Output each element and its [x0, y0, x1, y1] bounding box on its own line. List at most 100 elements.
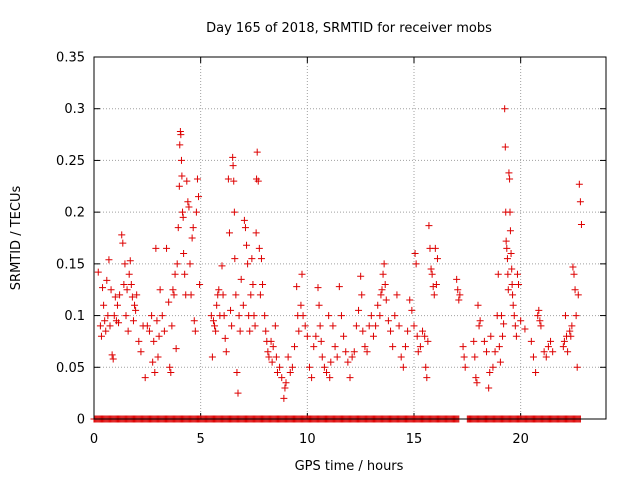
data-point — [151, 368, 159, 376]
data-point — [124, 327, 132, 335]
data-point — [571, 286, 579, 294]
data-point — [510, 312, 518, 320]
data-point — [212, 327, 220, 335]
data-point — [256, 291, 264, 299]
grid — [94, 57, 606, 419]
data-point — [502, 237, 510, 245]
data-point — [505, 169, 513, 177]
data-point — [497, 312, 505, 320]
data-point — [411, 250, 419, 258]
data-point — [350, 348, 358, 356]
data-point — [410, 322, 418, 330]
data-point — [506, 208, 514, 216]
data-point — [96, 322, 104, 330]
data-point — [374, 301, 382, 309]
data-point — [561, 312, 569, 320]
data-point — [422, 363, 430, 371]
data-point — [297, 301, 305, 309]
data-point — [534, 312, 542, 320]
data-point — [431, 244, 439, 252]
data-point — [544, 343, 552, 351]
y-tick-label: 0.15 — [56, 257, 85, 272]
data-point — [535, 306, 543, 314]
data-point — [207, 312, 215, 320]
data-point — [391, 312, 399, 320]
data-point — [264, 348, 272, 356]
data-point — [251, 322, 259, 330]
data-point — [177, 131, 185, 139]
data-point — [215, 286, 223, 294]
data-point — [404, 327, 412, 335]
data-point — [507, 250, 515, 258]
data-point — [230, 177, 238, 185]
data-point — [102, 327, 110, 335]
data-point — [195, 193, 203, 201]
data-point — [150, 337, 158, 345]
data-point — [298, 270, 306, 278]
data-point — [361, 343, 369, 351]
data-point — [100, 301, 108, 309]
data-point — [501, 143, 509, 151]
data-point — [480, 337, 488, 345]
data-point — [178, 172, 186, 180]
data-point — [110, 312, 118, 320]
chart-title: Day 165 of 2018, SRMTID for receiver mob… — [206, 21, 492, 36]
data-point — [107, 286, 115, 294]
data-point — [559, 343, 567, 351]
data-point — [269, 343, 277, 351]
data-point — [225, 229, 233, 237]
data-point — [177, 156, 185, 164]
data-point — [337, 312, 345, 320]
x-tick-label: 10 — [299, 432, 316, 447]
data-point — [119, 239, 127, 247]
y-tick-label: 0 — [77, 413, 85, 428]
data-point — [173, 260, 181, 268]
data-point — [378, 286, 386, 294]
data-point — [301, 322, 309, 330]
data-point — [399, 363, 407, 371]
data-point — [265, 353, 273, 361]
data-point — [423, 374, 431, 382]
data-point — [94, 268, 102, 276]
data-point — [372, 322, 380, 330]
data-point — [483, 348, 491, 356]
data-point — [189, 224, 197, 232]
data-point — [487, 332, 495, 340]
data-point — [317, 337, 325, 345]
data-point — [501, 105, 509, 113]
data-point — [560, 337, 568, 345]
data-point — [316, 322, 324, 330]
data-point — [511, 322, 519, 330]
data-point — [171, 270, 179, 278]
data-point — [532, 368, 540, 376]
data-point — [379, 270, 387, 278]
data-point — [106, 322, 114, 330]
data-point — [231, 255, 239, 263]
data-point — [489, 363, 497, 371]
y-tick-label: 0.1 — [64, 309, 85, 324]
data-point — [272, 353, 280, 361]
data-point — [344, 358, 352, 366]
data-point — [305, 363, 313, 371]
data-point — [382, 296, 390, 304]
data-point — [259, 281, 267, 289]
data-point — [425, 222, 433, 230]
data-point — [175, 182, 183, 190]
data-point — [348, 353, 356, 361]
data-point — [240, 216, 248, 224]
data-point — [282, 379, 290, 387]
data-point — [472, 374, 480, 382]
x-tick-label: 5 — [197, 432, 205, 447]
plot-frame — [93, 56, 607, 420]
data-point — [547, 337, 555, 345]
data-point — [576, 198, 584, 206]
axis-ticks: 0 0.05 0.1 0.15 0.2 0.25 0.3 0.35 0 5 10 15 20 — [56, 51, 606, 447]
data-point — [262, 327, 270, 335]
data-point — [123, 286, 131, 294]
data-point — [367, 312, 375, 320]
data-point — [196, 281, 204, 289]
data-point — [424, 337, 432, 345]
data-point — [512, 332, 520, 340]
data-point — [128, 293, 136, 301]
data-point — [120, 281, 128, 289]
